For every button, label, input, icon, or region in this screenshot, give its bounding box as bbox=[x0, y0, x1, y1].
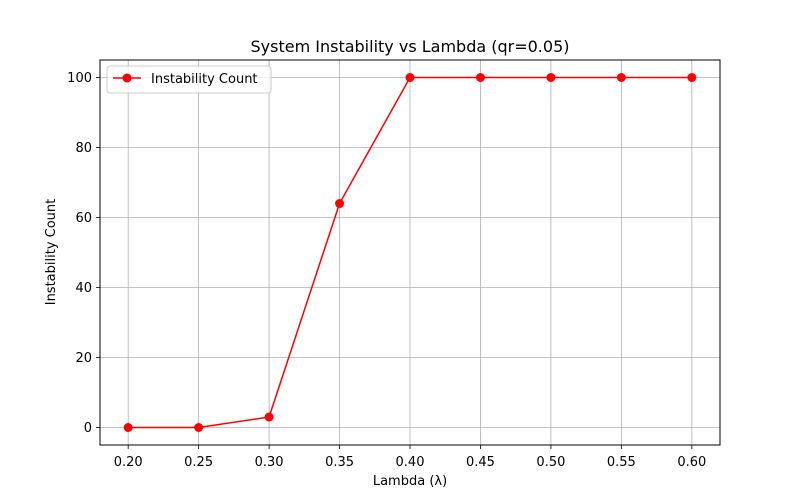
x-tick-label: 0.60 bbox=[677, 455, 706, 470]
data-point-marker bbox=[335, 199, 345, 208]
data-point-marker bbox=[194, 423, 204, 432]
legend: Instability Count bbox=[106, 65, 272, 94]
data-point-marker bbox=[546, 73, 556, 82]
data-point-marker bbox=[616, 73, 626, 82]
x-tick-label: 0.40 bbox=[396, 455, 425, 470]
x-tick-label: 0.50 bbox=[536, 455, 565, 470]
series-layer bbox=[123, 73, 697, 432]
chart-title: System Instability vs Lambda (qr=0.05) bbox=[251, 37, 570, 56]
y-tick-label: 0 bbox=[84, 421, 92, 436]
x-tick-label: 0.55 bbox=[607, 455, 636, 470]
y-tick-label: 80 bbox=[75, 141, 92, 156]
data-point-marker bbox=[405, 73, 415, 82]
data-point-marker bbox=[687, 73, 697, 82]
legend-box bbox=[106, 65, 272, 94]
data-point-marker bbox=[475, 73, 485, 82]
data-point-marker bbox=[264, 412, 274, 422]
x-axis-label: Lambda (λ) bbox=[373, 474, 447, 489]
plot-frame bbox=[99, 59, 721, 446]
x-tick-label: 0.35 bbox=[325, 455, 354, 470]
axis-ticks: 0.20 0.25 0.30 0.35 0.40 0.45 0.50 0.55 0.60 0 20 4… bbox=[67, 71, 706, 470]
data-point-marker bbox=[123, 423, 133, 432]
x-tick-label: 0.20 bbox=[114, 455, 143, 470]
y-tick-label: 60 bbox=[75, 211, 92, 226]
legend-label-instability-count: Instability Count bbox=[151, 72, 258, 87]
y-axis-label: Instability Count bbox=[44, 199, 59, 306]
x-tick-label: 0.30 bbox=[255, 455, 284, 470]
x-tick-label: 0.25 bbox=[184, 455, 213, 470]
y-tick-label: 40 bbox=[75, 281, 92, 296]
x-tick-label: 0.45 bbox=[466, 455, 495, 470]
y-tick-label: 100 bbox=[67, 71, 92, 86]
legend-marker-swatch bbox=[122, 73, 132, 83]
y-tick-label: 20 bbox=[75, 351, 92, 366]
